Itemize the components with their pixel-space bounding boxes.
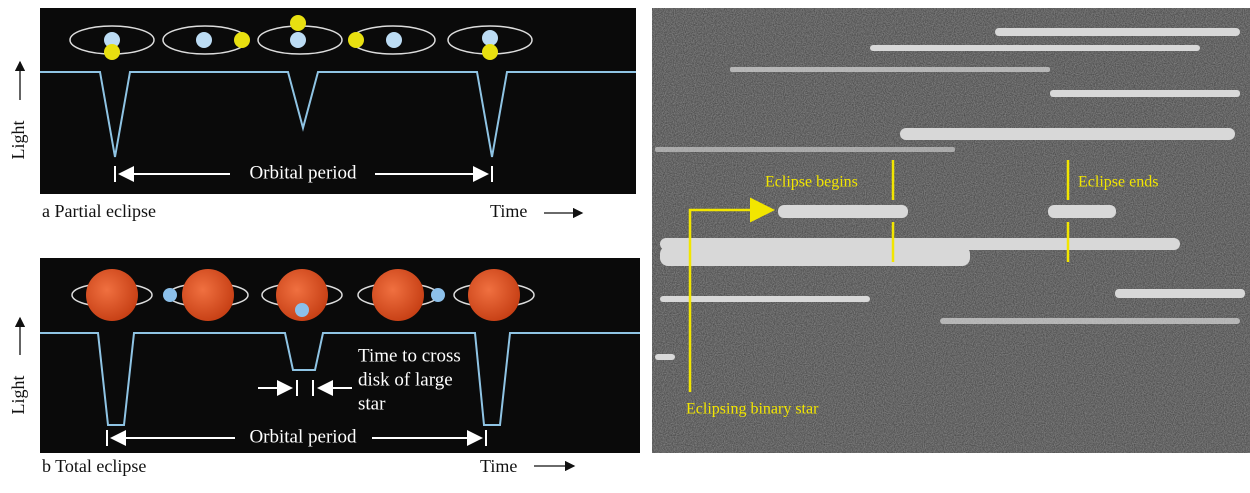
x-label: Time (480, 456, 517, 476)
caption: a Partial eclipse (42, 201, 156, 221)
end-label: Eclipse ends (1078, 174, 1158, 191)
crossing-label: star (358, 393, 386, 414)
target-label: Eclipsing binary star (686, 401, 819, 418)
panel-a: Orbital period Light a Partial eclipse T… (8, 8, 636, 221)
period-label: Orbital period (249, 426, 357, 447)
crossing-label: disk of large (358, 369, 453, 390)
photo-noise (652, 8, 1250, 453)
x-label: Time (490, 201, 527, 221)
crossing-label: Time to cross (358, 345, 461, 366)
caption: b Total eclipse (42, 456, 146, 476)
figure: Orbital period Light a Partial eclipse T… (0, 0, 1250, 493)
y-label: Light (8, 376, 28, 415)
begin-label: Eclipse begins (765, 174, 858, 191)
panel-b: Time to cross disk of large star Orbital… (8, 258, 640, 476)
y-label: Light (8, 121, 28, 160)
period-label: Orbital period (249, 162, 357, 183)
photo: Eclipse begins Eclipse ends Eclipsing bi… (652, 8, 1250, 453)
